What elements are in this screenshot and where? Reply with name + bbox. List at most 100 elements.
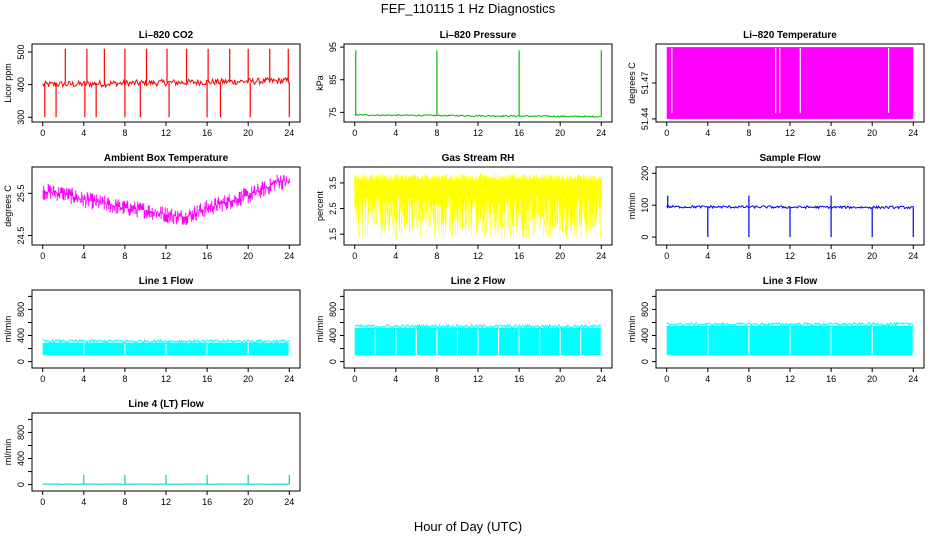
plot-frame (31, 289, 301, 369)
series-edge (42, 338, 291, 344)
x-tick-label: 12 (785, 374, 795, 384)
y-tick-label: 1.5 (328, 228, 338, 241)
y-axis-label: kPa (315, 75, 325, 91)
x-tick-label: 12 (473, 128, 483, 138)
x-tick-label: 16 (826, 128, 836, 138)
x-tick-label: 16 (202, 374, 212, 384)
panel-title: Li–820 Pressure (440, 30, 517, 41)
x-tick-label: 0 (352, 374, 357, 384)
y-tick-label: 0 (328, 359, 338, 364)
x-tick-label: 24 (284, 128, 294, 138)
y-tick-label: 24.5 (16, 227, 26, 245)
x-tick-label: 12 (161, 251, 171, 261)
y-tick-label: 0 (640, 359, 650, 364)
x-tick-label: 16 (514, 251, 524, 261)
x-tick-label: 0 (664, 374, 669, 384)
panel-9: Line 3 Flow ml/min 0 4 8 12 16 20 24 0 400 800 (627, 276, 925, 384)
x-tick-label: 16 (202, 128, 212, 138)
x-tick-label: 8 (746, 128, 751, 138)
y-tick-label: 25.5 (16, 185, 26, 203)
x-tick-label: 20 (867, 128, 877, 138)
series-band (666, 47, 914, 119)
x-tick-label: 20 (243, 497, 253, 507)
x-tick-label: 20 (555, 251, 565, 261)
y-axis-label: ml/min (3, 439, 13, 466)
x-tick-label: 20 (555, 374, 565, 384)
x-tick-label: 0 (40, 374, 45, 384)
x-tick-label: 4 (705, 251, 710, 261)
x-tick-label: 16 (514, 374, 524, 384)
y-tick-label: 200 (640, 166, 650, 181)
x-tick-label: 4 (393, 128, 398, 138)
x-tick-label: 12 (473, 374, 483, 384)
plot-frame (343, 43, 613, 123)
x-tick-label: 8 (746, 251, 751, 261)
y-axis-label: degrees C (627, 62, 637, 104)
panel-6: Sample Flow ml/min 0 4 8 12 16 20 24 0 100 200 (627, 153, 925, 261)
x-tick-label: 24 (284, 497, 294, 507)
figure-xlabel: Hour of Day (UTC) (414, 519, 522, 534)
y-axis-label: ml/min (627, 316, 637, 343)
x-tick-label: 0 (40, 251, 45, 261)
data-series (354, 50, 602, 118)
x-tick-label: 8 (122, 128, 127, 138)
panel-5: Gas Stream RH percent 0 4 8 12 16 20 24 1.5 2.5 3.5 (315, 153, 613, 261)
x-tick-label: 24 (908, 374, 918, 384)
data-series (42, 48, 290, 118)
y-tick-label: 2.5 (328, 202, 338, 215)
x-tick-label: 20 (243, 128, 253, 138)
x-tick-label: 24 (596, 128, 606, 138)
panel-7: Line 1 Flow ml/min 0 4 8 12 16 20 24 0 400 800 (3, 276, 301, 384)
y-tick-label: 100 (640, 198, 650, 213)
x-tick-label: 12 (785, 251, 795, 261)
y-axis-label: ml/min (3, 316, 13, 343)
y-tick-label: 0 (640, 235, 650, 240)
x-tick-label: 8 (122, 374, 127, 384)
x-tick-label: 24 (284, 374, 294, 384)
x-tick-label: 16 (826, 374, 836, 384)
data-series (42, 174, 291, 225)
data-series (354, 323, 602, 356)
series-line (354, 174, 602, 240)
panel-1: Li–820 CO2 Licor ppm 0 4 8 12 16 20 24 300 400 500 (3, 30, 301, 138)
data-series (666, 321, 915, 356)
y-tick-label: 300 (16, 110, 26, 125)
y-tick-label: 51.44 (640, 108, 650, 131)
y-tick-label: 400 (328, 328, 338, 343)
x-tick-label: 20 (243, 374, 253, 384)
x-tick-label: 8 (434, 128, 439, 138)
x-tick-label: 24 (284, 251, 294, 261)
y-tick-label: 400 (16, 77, 26, 92)
x-tick-label: 24 (908, 251, 918, 261)
panel-4: Ambient Box Temperature degrees C 0 4 8 12 16 2… (3, 153, 301, 261)
x-tick-label: 16 (202, 251, 212, 261)
panel-3: Li–820 Temperature degrees C 0 4 8 12 16 20 24 51… (627, 30, 925, 138)
x-tick-label: 4 (705, 128, 710, 138)
y-tick-label: 0 (16, 482, 26, 487)
y-axis-label: degrees C (3, 185, 13, 227)
x-tick-label: 4 (705, 374, 710, 384)
x-tick-label: 12 (161, 497, 171, 507)
x-tick-label: 20 (555, 128, 565, 138)
series-line (354, 113, 602, 118)
x-tick-label: 4 (393, 374, 398, 384)
x-tick-label: 8 (122, 497, 127, 507)
x-tick-label: 16 (202, 497, 212, 507)
panel-title: Gas Stream RH (442, 153, 515, 164)
x-tick-label: 12 (161, 374, 171, 384)
x-tick-label: 0 (352, 128, 357, 138)
series-line (42, 174, 291, 225)
panel-title: Sample Flow (759, 153, 820, 164)
x-tick-label: 16 (826, 251, 836, 261)
series-edge (666, 321, 915, 328)
panel-title: Line 1 Flow (139, 276, 194, 287)
y-tick-label: 85 (328, 75, 338, 85)
y-tick-label: 500 (16, 44, 26, 59)
y-tick-label: 3.5 (328, 177, 338, 190)
x-tick-label: 20 (243, 251, 253, 261)
panel-title: Line 3 Flow (763, 276, 818, 287)
y-tick-label: 400 (16, 451, 26, 466)
data-series (666, 195, 914, 238)
